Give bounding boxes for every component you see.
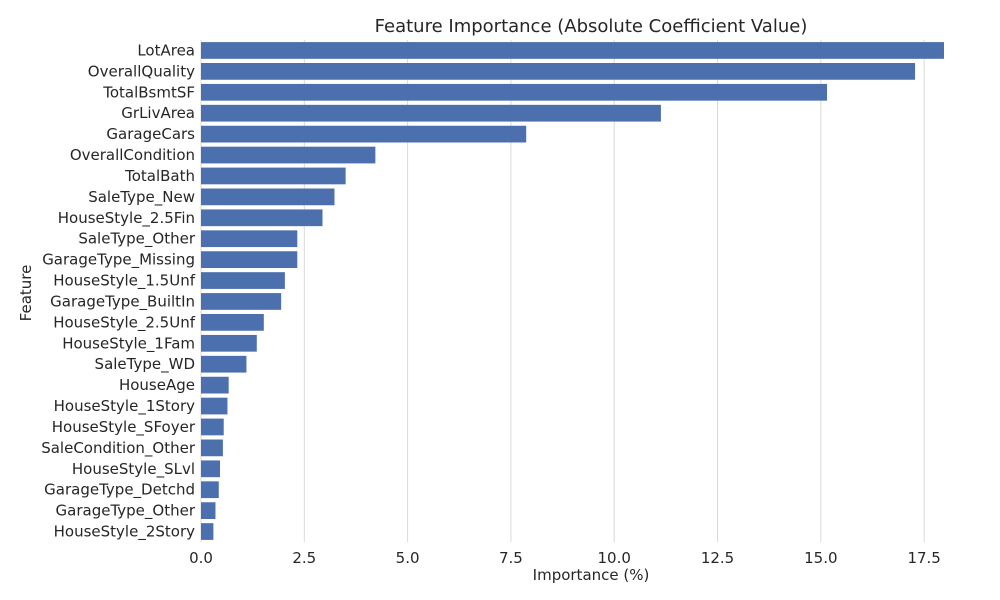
y-tick-label: TotalBath	[124, 167, 195, 185]
bar	[201, 125, 527, 143]
bar	[201, 523, 214, 540]
y-tick-label: SaleType_WD	[95, 355, 195, 374]
y-tick-label: OverallCondition	[70, 146, 195, 164]
y-tick-label: LotArea	[137, 41, 195, 59]
bar	[201, 355, 247, 373]
bar	[201, 460, 221, 478]
y-tick-label: HouseStyle_SFoyer	[52, 418, 196, 437]
bar	[201, 272, 285, 289]
y-tick-label: TotalBsmtSF	[102, 83, 195, 101]
y-tick-label: HouseStyle_1.5Unf	[53, 272, 196, 291]
y-tick-label: HouseStyle_1Fam	[62, 334, 195, 353]
bar	[201, 418, 224, 436]
bars	[201, 42, 944, 540]
bar	[201, 293, 282, 310]
y-tick-label: HouseStyle_1Story	[54, 397, 195, 416]
x-axis-label: Importance (%)	[533, 566, 650, 584]
x-tick-label: 10.0	[598, 549, 631, 567]
bar	[201, 397, 228, 415]
y-tick-label: SaleType_Other	[78, 230, 195, 249]
x-tick-label: 17.5	[907, 549, 940, 567]
y-tick-label: GarageCars	[106, 125, 195, 143]
bar	[201, 188, 335, 206]
grid-lines	[200, 40, 925, 542]
y-tick-label: GarageType_BuiltIn	[50, 292, 195, 311]
bar	[201, 209, 323, 227]
x-tick-label: 15.0	[804, 549, 837, 567]
bar	[201, 167, 346, 185]
x-tick-label: 12.5	[701, 549, 734, 567]
x-tick-label: 0.0	[189, 549, 213, 567]
bar	[201, 42, 944, 59]
y-tick-label: HouseStyle_2Story	[54, 523, 195, 542]
x-tick-label: 5.0	[396, 549, 420, 567]
bar	[201, 502, 216, 519]
y-tick-label: HouseStyle_2.5Unf	[53, 313, 196, 332]
y-tick-label: HouseStyle_2.5Fin	[58, 209, 195, 228]
bar	[201, 334, 257, 352]
y-tick-label: GarageType_Missing	[42, 251, 195, 270]
bar	[201, 104, 661, 122]
y-tick-label: OverallQuality	[88, 62, 195, 80]
x-tick-label: 7.5	[499, 549, 523, 567]
y-tick-label: GarageType_Detchd	[44, 481, 195, 500]
y-tick-label: SaleCondition_Other	[41, 439, 196, 458]
y-tick-label: GrLivArea	[121, 104, 195, 122]
y-tick-label: GarageType_Other	[56, 502, 196, 521]
bar	[201, 146, 376, 164]
bar	[201, 63, 916, 80]
y-axis-label: Feature	[17, 265, 35, 322]
y-tick-label: HouseStyle_SLvl	[72, 460, 195, 479]
y-tick-label: HouseAge	[119, 376, 195, 394]
bar	[201, 481, 219, 499]
bar	[201, 376, 229, 394]
bar	[201, 439, 223, 457]
chart-title: Feature Importance (Absolute Coefficient…	[375, 16, 808, 37]
bar	[201, 314, 264, 331]
y-tick-label: SaleType_New	[88, 188, 195, 207]
x-tick-label: 2.5	[292, 549, 316, 567]
x-tick-labels: 0.0 2.5 5.0 7.5 10.0 12.5 15.0 17.5	[189, 549, 941, 567]
bar	[201, 83, 828, 101]
bar	[201, 230, 298, 248]
y-tick-labels: LotArea OverallQuality TotalBsmtSF GrLivAre…	[41, 41, 196, 541]
bar	[201, 251, 298, 268]
